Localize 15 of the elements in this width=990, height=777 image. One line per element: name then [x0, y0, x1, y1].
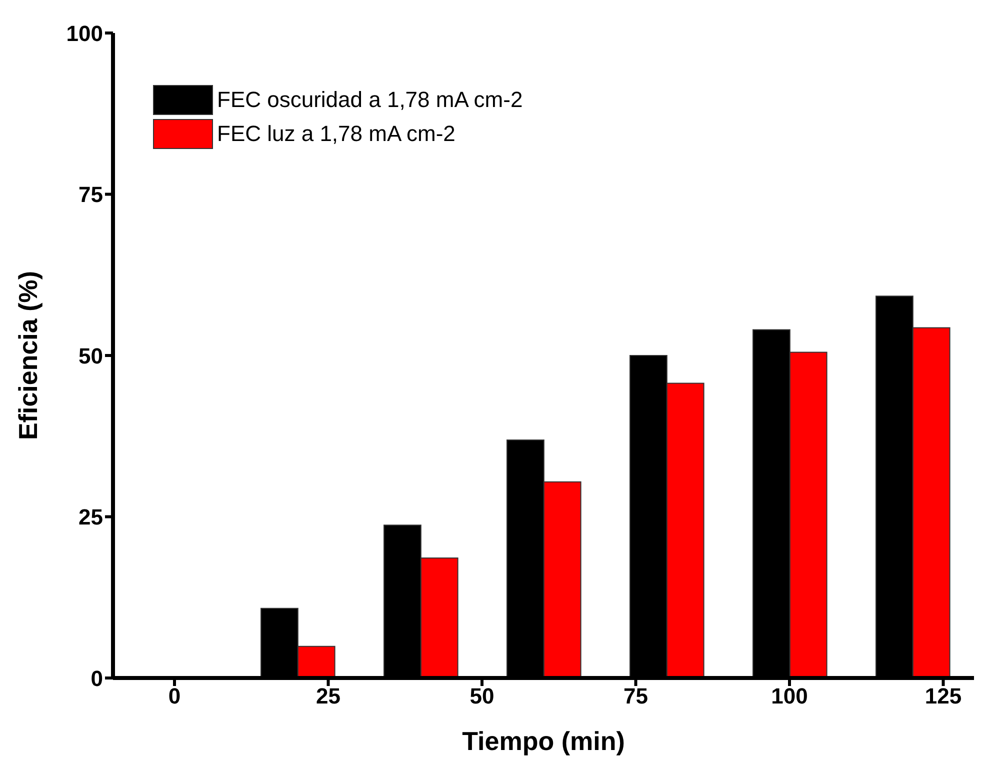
x-tick-label: 100: [771, 684, 808, 709]
x-axis-title: Tiempo (min): [462, 726, 625, 756]
x-tick-label: 0: [168, 684, 181, 709]
y-tick-label: 50: [78, 343, 103, 368]
y-tick-label: 0: [90, 666, 103, 691]
y-tick-label: 100: [66, 20, 103, 46]
legend-label: FEC luz a 1,78 mA cm-2: [217, 121, 456, 147]
x-tick-label: 75: [624, 684, 648, 709]
y-tick-label: 25: [78, 504, 103, 530]
x-tick-label: 25: [316, 684, 340, 709]
x-tick-label: 50: [470, 684, 494, 709]
y-axis-title: Eficiencia (%): [13, 270, 44, 440]
y-tick-label: 75: [78, 182, 103, 208]
x-tick-label: 125: [924, 684, 962, 709]
legend-label: FEC oscuridad a 1,78 mA cm-2: [217, 87, 523, 113]
